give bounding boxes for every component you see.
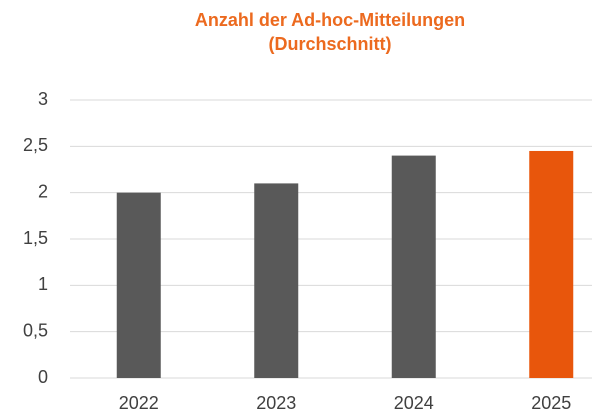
y-tick-label: 3 bbox=[38, 89, 48, 109]
x-tick-label: 2025 bbox=[531, 393, 571, 413]
y-tick-label: 2,5 bbox=[23, 135, 48, 155]
y-tick-label: 0,5 bbox=[23, 320, 48, 340]
bar bbox=[254, 183, 299, 378]
y-tick-label: 0 bbox=[38, 367, 48, 387]
x-tick-label: 2023 bbox=[256, 393, 296, 413]
chart-title: Anzahl der Ad-hoc-Mitteilungen bbox=[195, 10, 465, 30]
bar bbox=[391, 155, 436, 378]
y-tick-label: 1 bbox=[38, 274, 48, 294]
chart-subtitle: (Durchschnitt) bbox=[269, 34, 392, 54]
bar bbox=[529, 150, 574, 378]
y-tick-label: 2 bbox=[38, 181, 48, 201]
x-tick-label: 2022 bbox=[119, 393, 159, 413]
y-tick-label: 1,5 bbox=[23, 228, 48, 248]
x-tick-label: 2024 bbox=[394, 393, 434, 413]
bar bbox=[116, 192, 161, 378]
